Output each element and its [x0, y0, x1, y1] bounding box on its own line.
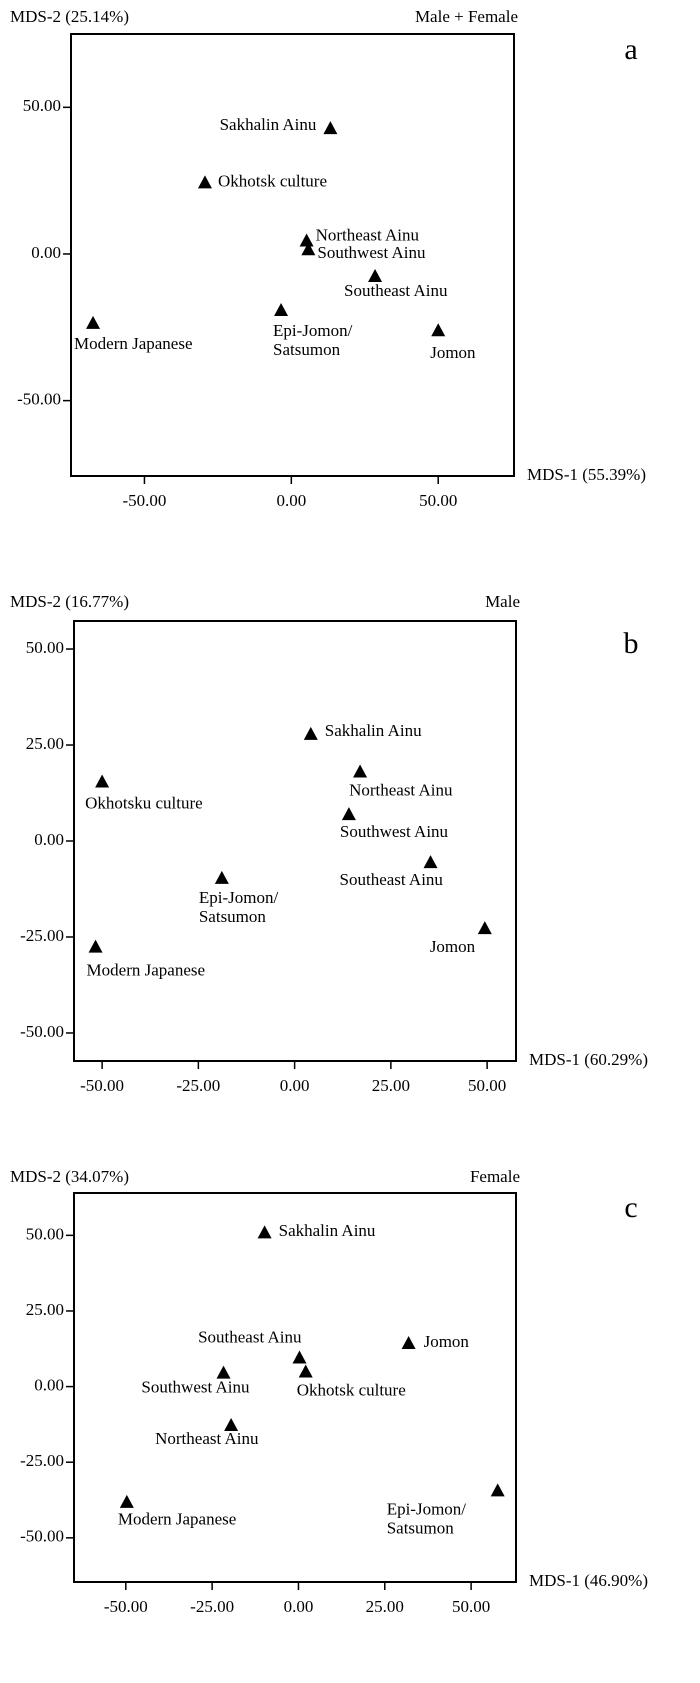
triangle-marker [423, 855, 438, 869]
point-label: Satsumon [273, 340, 341, 359]
panel-title: Female [470, 1167, 520, 1186]
triangle-marker [197, 175, 212, 189]
x-tick-label: 25.00 [366, 1597, 404, 1616]
x-tick-label: 50.00 [452, 1597, 490, 1616]
triangle-marker [477, 921, 492, 935]
panel-c: MDS-2 (34.07%) Female c MDS-1 (46.90%) -50.0… [10, 1167, 648, 1616]
triangle-marker [216, 1365, 231, 1379]
point-label: Southeast Ainu [198, 1327, 302, 1346]
y-tick-label: -25.00 [20, 926, 64, 945]
triangle-marker [86, 315, 101, 329]
panel-letter: b [624, 627, 639, 660]
x-tick-label: -50.00 [80, 1076, 124, 1095]
panel-title: Male + Female [415, 7, 518, 26]
y-tick-label: -50.00 [20, 1527, 64, 1546]
x-axis-label: MDS-1 (46.90%) [529, 1571, 648, 1590]
x-tick-label: 25.00 [372, 1076, 410, 1095]
triangle-marker [299, 233, 314, 247]
point-label: Satsumon [199, 907, 267, 926]
panel-a: MDS-2 (25.14%) Male + Female a MDS-1 (55.39… [10, 7, 646, 510]
y-tick-label: 0.00 [34, 1375, 64, 1394]
x-axis-label: MDS-1 (60.29%) [529, 1050, 648, 1069]
y-tick-label: -50.00 [20, 1022, 64, 1041]
triangle-marker [341, 807, 356, 821]
triangle-marker [95, 774, 110, 788]
x-axis-label: MDS-1 (55.39%) [527, 465, 646, 484]
y-tick-label: 25.00 [26, 734, 64, 753]
x-tick-label: 0.00 [284, 1597, 314, 1616]
x-tick-label: 0.00 [280, 1076, 310, 1095]
y-tick-label: 50.00 [23, 96, 61, 115]
point-label: Sakhalin Ainu [325, 721, 422, 740]
panel-letter: a [624, 33, 637, 66]
y-tick-label: -50.00 [17, 390, 61, 409]
x-tick-label: -25.00 [190, 1597, 234, 1616]
triangle-marker [431, 323, 446, 337]
triangle-marker [401, 1336, 416, 1350]
point-label: Jomon [430, 343, 476, 362]
point-label: Epi-Jomon/ [199, 888, 279, 907]
y-tick-label: 25.00 [26, 1300, 64, 1319]
point-label: Okhotsk culture [297, 1380, 406, 1399]
point-label: Okhotsku culture [85, 793, 203, 812]
point-label: Southeast Ainu [344, 281, 448, 300]
triangle-marker [303, 726, 318, 740]
x-tick-label: -50.00 [104, 1597, 148, 1616]
plot-frame [73, 620, 517, 1062]
y-tick-label: 50.00 [26, 1224, 64, 1243]
point-label: Jomon [424, 1332, 470, 1351]
point-label: Southwest Ainu [141, 1378, 250, 1397]
point-label: Southwest Ainu [317, 243, 426, 262]
point-label: Northeast Ainu [155, 1429, 259, 1448]
triangle-marker [353, 764, 368, 778]
point-label: Modern Japanese [87, 960, 206, 979]
point-label: Southeast Ainu [340, 870, 444, 889]
triangle-marker [214, 870, 229, 884]
panel-b: MDS-2 (16.77%) Male b MDS-1 (60.29%) -50.00 -… [10, 592, 648, 1095]
triangle-marker [292, 1350, 307, 1364]
point-label: Northeast Ainu [349, 780, 453, 799]
x-tick-label: -25.00 [176, 1076, 220, 1095]
plot-frame [70, 33, 515, 477]
y-tick-label: 50.00 [26, 638, 64, 657]
point-label: Modern Japanese [118, 1510, 237, 1529]
panel-title: Male [485, 592, 520, 611]
point-label: Modern Japanese [74, 334, 193, 353]
y-tick-label: 0.00 [31, 243, 61, 262]
triangle-marker [119, 1494, 134, 1508]
x-tick-label: 50.00 [468, 1076, 506, 1095]
triangle-marker [257, 1225, 272, 1239]
y-axis-label: MDS-2 (16.77%) [10, 592, 129, 611]
point-label: Satsumon [387, 1518, 455, 1537]
triangle-marker [368, 268, 383, 282]
point-label: Southwest Ainu [340, 822, 449, 841]
x-tick-label: 0.00 [276, 491, 306, 510]
y-axis-label: MDS-2 (25.14%) [10, 7, 129, 26]
x-tick-label: -50.00 [122, 491, 166, 510]
triangle-marker [323, 121, 338, 135]
triangle-marker [301, 242, 316, 256]
point-label: Epi-Jomon/ [387, 1499, 467, 1518]
y-tick-label: 0.00 [34, 830, 64, 849]
triangle-marker [298, 1364, 313, 1378]
plot-frame [73, 1192, 517, 1583]
point-label: Northeast Ainu [316, 225, 420, 244]
triangle-marker [490, 1483, 505, 1497]
panel-letter: c [624, 1191, 637, 1224]
point-label: Okhotsk culture [218, 171, 327, 190]
point-label: Jomon [430, 937, 476, 956]
point-label: Epi-Jomon/ [273, 321, 353, 340]
triangle-marker [274, 302, 289, 316]
point-label: Sakhalin Ainu [220, 115, 317, 134]
x-tick-label: 50.00 [419, 491, 457, 510]
point-label: Sakhalin Ainu [279, 1221, 376, 1240]
triangle-marker [88, 939, 103, 953]
y-tick-label: -25.00 [20, 1451, 64, 1470]
y-axis-label: MDS-2 (34.07%) [10, 1167, 129, 1186]
triangle-marker [224, 1418, 239, 1432]
